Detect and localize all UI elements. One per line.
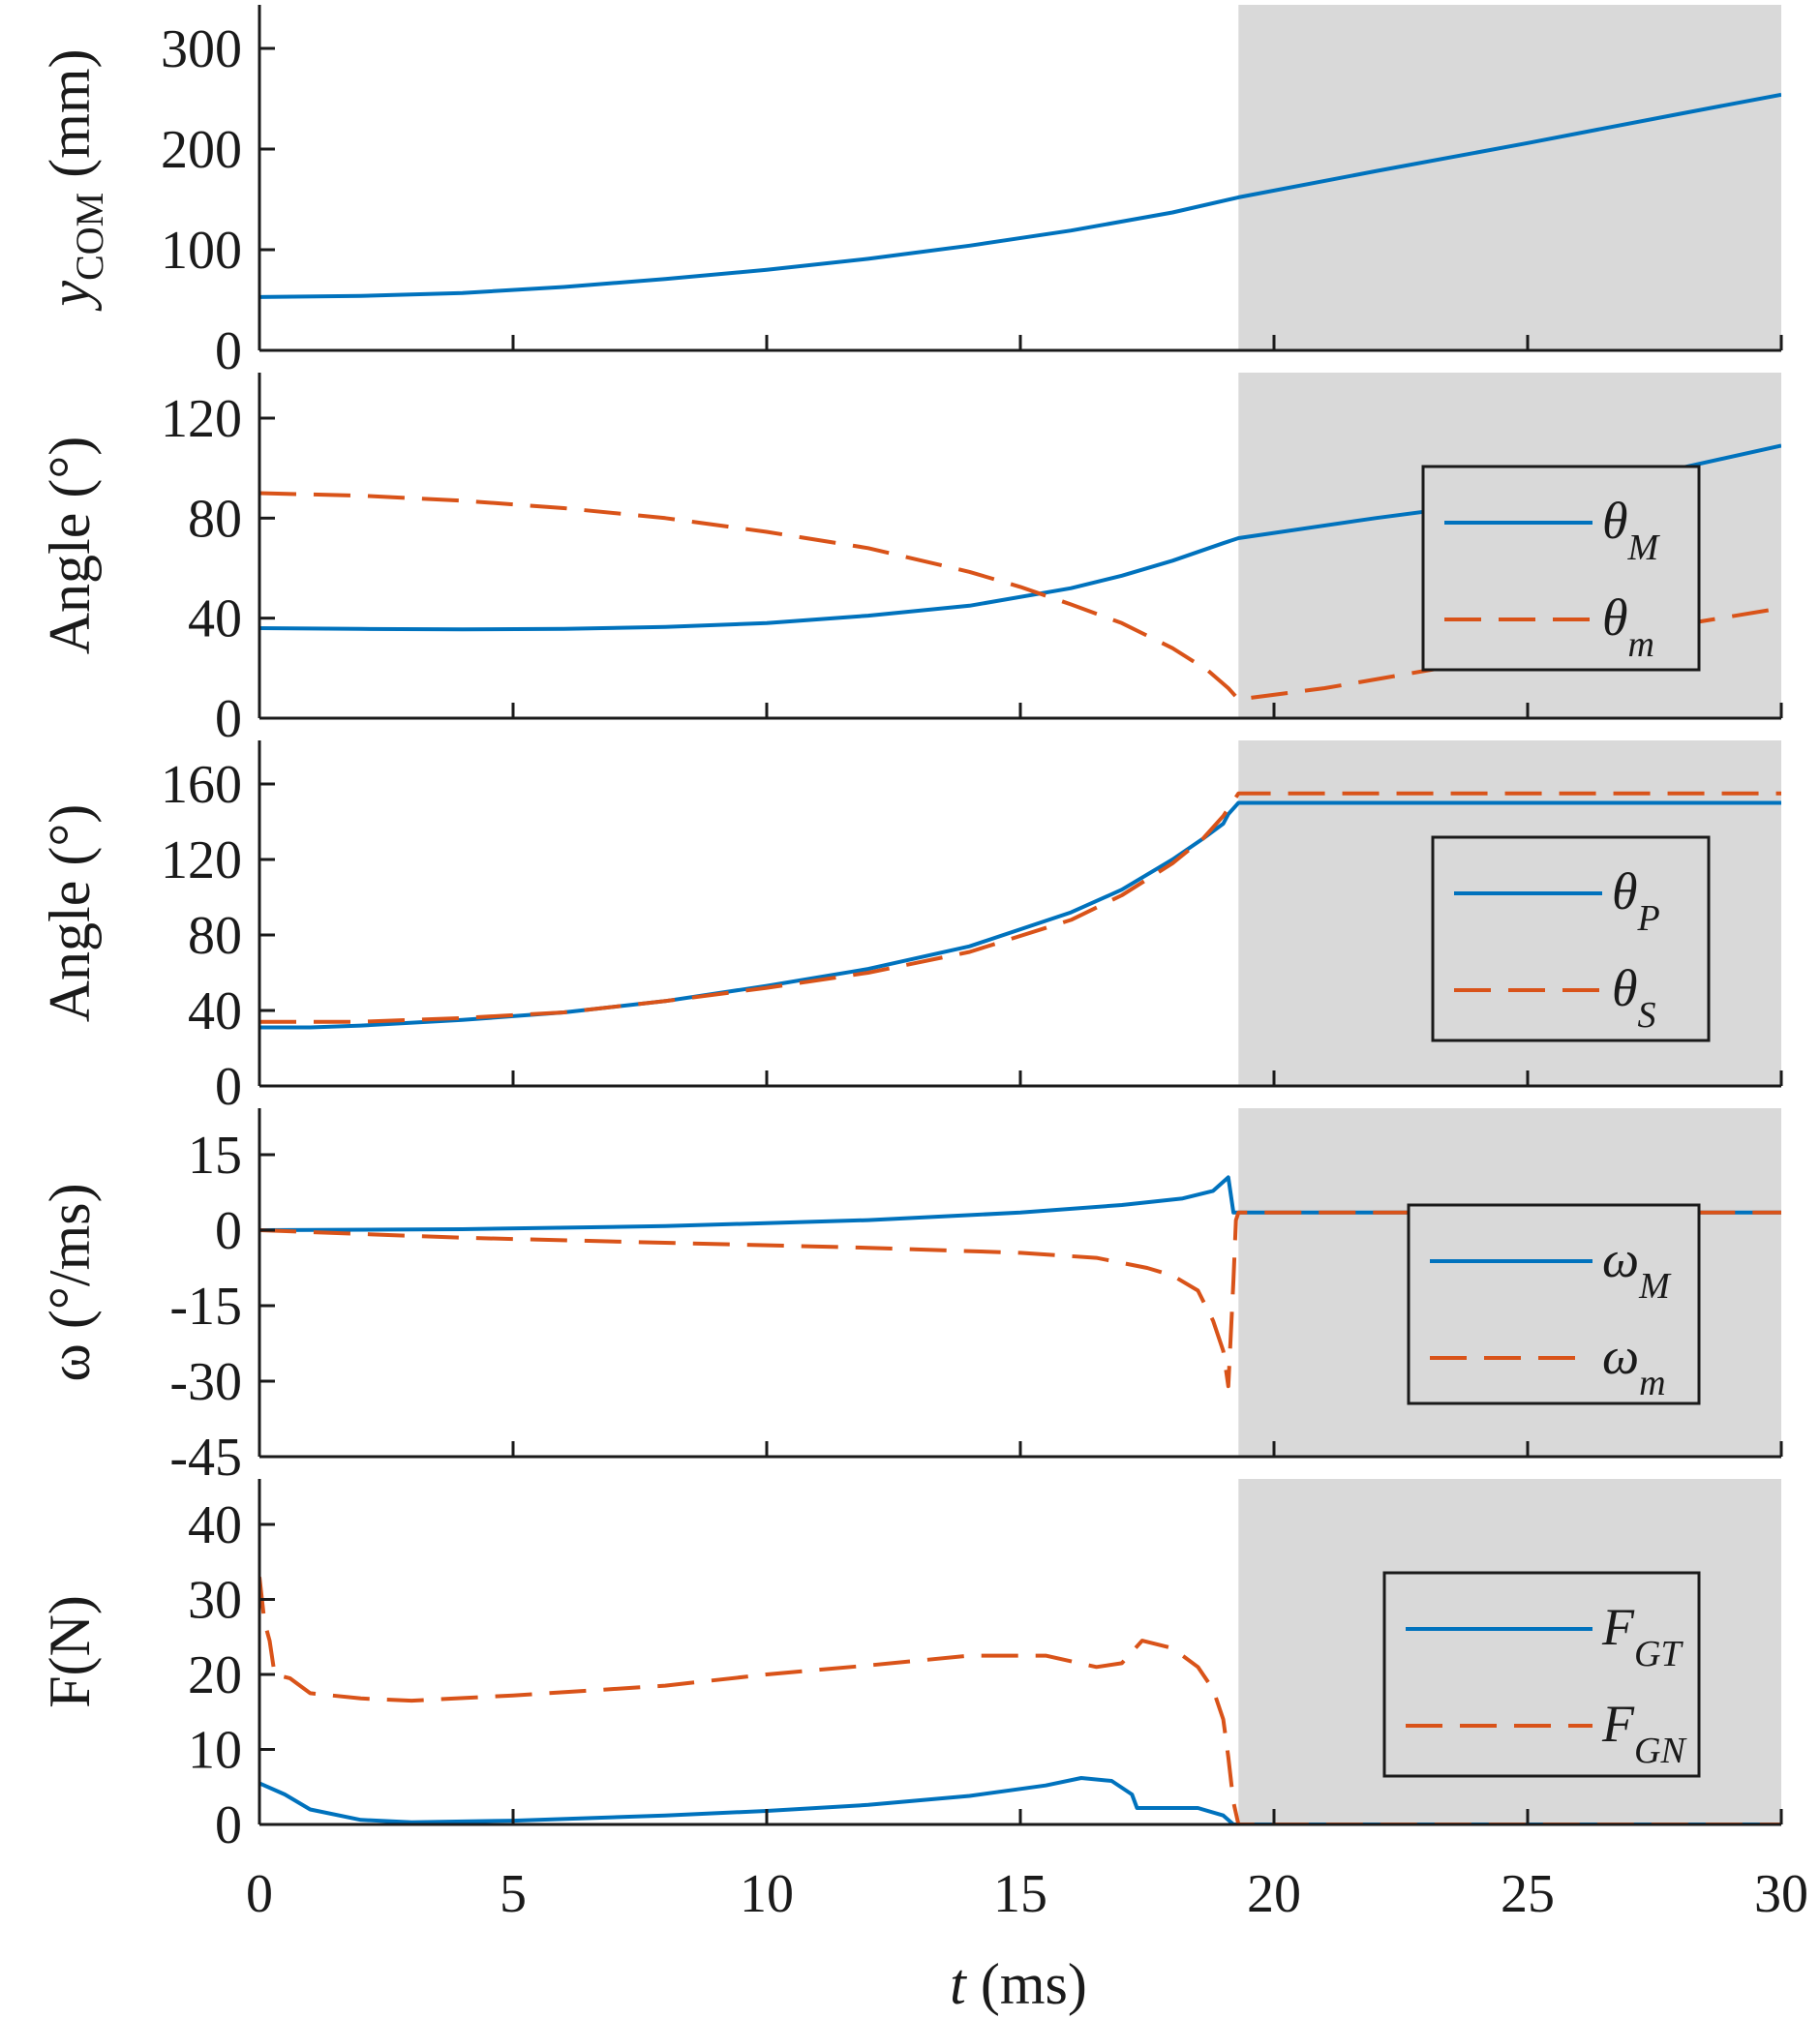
y-tick-label: 20 xyxy=(188,1645,242,1705)
legend-subscript: S xyxy=(1638,995,1656,1036)
legend-label-F_GT: FGT xyxy=(1601,1598,1684,1674)
y-tick-label: 0 xyxy=(215,689,242,749)
legend-label-ω_M: ωM xyxy=(1602,1230,1672,1307)
y-tick-label: 160 xyxy=(161,755,242,815)
series-line-F_GT xyxy=(259,1776,1781,1824)
series-line-ω_m xyxy=(259,1210,1781,1389)
y-tick-label: 80 xyxy=(188,489,242,549)
y-tick-label: 0 xyxy=(215,321,242,381)
y-tick-label: 120 xyxy=(161,830,242,890)
x-axis-label-unit: (ms) xyxy=(966,1952,1087,2016)
y-tick-label: 0 xyxy=(215,1795,242,1855)
y-tick-label: 200 xyxy=(161,120,242,180)
legend-symbol: ω xyxy=(1602,1230,1639,1288)
series-line-θ_m xyxy=(259,491,1781,702)
y-tick-label: -45 xyxy=(169,1428,242,1488)
x-tick-label: 10 xyxy=(740,1864,794,1924)
y-axis-label: Angle (°) xyxy=(38,437,102,655)
y-axis-label: F(N) xyxy=(38,1595,102,1708)
y-tick-label: 0 xyxy=(215,1057,242,1117)
legend-box xyxy=(1431,835,1711,1042)
y-tick-label: 10 xyxy=(188,1721,242,1781)
legend-box xyxy=(1382,1571,1701,1778)
legend-subscript: m xyxy=(1639,1363,1665,1403)
x-tick-label: 25 xyxy=(1501,1864,1555,1924)
legend-subscript: M xyxy=(1627,527,1661,568)
legend-symbol: θ xyxy=(1602,492,1628,550)
shaded-region xyxy=(1238,5,1781,350)
legend-symbol: F xyxy=(1601,1598,1635,1656)
y-tick-label: 300 xyxy=(161,19,242,79)
shared-x-axis: 0 5 10 15 20 25 30 xyxy=(246,1864,1808,1924)
legend-label-F_GN: FGN xyxy=(1601,1695,1687,1771)
legend-label-θ_m: θm xyxy=(1602,588,1654,665)
y-tick-label: 0 xyxy=(215,1201,242,1261)
y-tick-label: 40 xyxy=(188,589,242,649)
x-tick-label: 30 xyxy=(1754,1864,1808,1924)
y-tick-label: -15 xyxy=(169,1277,242,1337)
y-axis-label-sub: COM xyxy=(68,193,111,281)
y-tick-label: 15 xyxy=(188,1126,242,1186)
legend-subscript: GN xyxy=(1634,1731,1687,1771)
y-axis-label: ω (°/ms) xyxy=(38,1183,102,1381)
series-line-F_GN xyxy=(259,1577,1781,1824)
y-tick-label: 100 xyxy=(161,221,242,281)
x-tick-label: 0 xyxy=(246,1864,273,1924)
legend-label-θ_S: θS xyxy=(1612,959,1656,1036)
y-axis-label-unit: (mm) xyxy=(38,48,102,192)
x-axis-label: t (ms) xyxy=(950,1952,1087,2016)
y-tick-label: 40 xyxy=(188,1495,242,1555)
y-axis-label: yCOM (mm) xyxy=(38,48,111,312)
y-tick-label: 80 xyxy=(188,906,242,966)
legend-symbol: F xyxy=(1601,1695,1635,1753)
series-line-θ_P xyxy=(259,800,1781,1030)
legend-label-ω_m: ωm xyxy=(1602,1327,1666,1403)
legend-symbol: θ xyxy=(1612,862,1638,920)
y-tick-label: -30 xyxy=(169,1352,242,1412)
panel-1: 0 100 200 300 yCOM (mm) xyxy=(38,5,1783,381)
legend-symbol: θ xyxy=(1602,588,1628,647)
x-tick-label: 5 xyxy=(500,1864,527,1924)
y-tick-label: 30 xyxy=(188,1571,242,1631)
legend-subscript: M xyxy=(1638,1266,1672,1307)
x-tick-label: 20 xyxy=(1247,1864,1301,1924)
legend-symbol: ω xyxy=(1602,1327,1639,1385)
series-line-θ_S xyxy=(259,791,1781,1024)
x-axis-label-var: t xyxy=(950,1952,967,2016)
x-tick-label: 15 xyxy=(993,1864,1047,1924)
legend-box xyxy=(1407,1203,1701,1405)
legend-box xyxy=(1421,465,1701,672)
legend-label-θ_P: θP xyxy=(1612,862,1660,939)
series-line-y_COM xyxy=(259,92,1781,299)
legend-subscript: m xyxy=(1628,624,1654,665)
y-axis-label-var: y xyxy=(38,281,102,313)
y-axis-label: Angle (°) xyxy=(38,804,102,1023)
legend-label-θ_M: θM xyxy=(1602,492,1661,568)
legend-subscript: P xyxy=(1637,898,1660,939)
y-tick-label: 120 xyxy=(161,389,242,449)
legend-subscript: GT xyxy=(1634,1634,1684,1674)
legend-symbol: θ xyxy=(1612,959,1638,1017)
y-tick-label: 40 xyxy=(188,981,242,1041)
